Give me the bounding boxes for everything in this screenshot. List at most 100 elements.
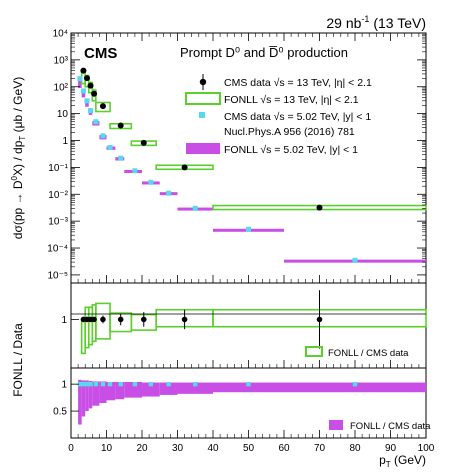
ratio-5tev-point [166,381,171,387]
ratio-13tev-y-tick-label: 1 [61,315,67,326]
ratio-13tev-point [140,316,147,323]
ratio-5tev-legend-label: FONLL / CMS data [350,421,431,432]
ratio-5tev-fonll-band [213,382,284,393]
cms-5tev-point [132,168,138,174]
ratio-5tev-legend-marker [329,420,343,430]
fonll-5tev-band [81,90,86,98]
ratio-13tev-point [91,316,97,323]
plot-title: Prompt D⁰ and D̅⁰ production [180,45,348,60]
legend-note-reference: Nucl.Phys.A 956 (2016) 781 [224,126,355,138]
x-tick-label: 40 [207,443,219,454]
x-tick-label: 20 [136,443,148,454]
x-tick-label: 10 [101,443,113,454]
ratio-5tev-data-points [77,381,358,387]
main-y-tick-label: 10² [54,82,69,93]
ratio-5tev-point [352,381,358,387]
cms-5tev-point [192,205,198,211]
cms-5tev-point [107,144,113,150]
ratio-5tev-fonll-band [284,382,426,393]
cms-13tev-point [83,75,90,82]
ratio-5tev-fonll-band [88,380,93,409]
x-axis: 0 10 20 30 40 50 60 70 80 90 100 [68,33,435,454]
luminosity-label: 29 nb-1 (13 TeV) [326,14,426,31]
ratio-5tev-fonll-band [78,379,82,425]
cms-5tev-point [352,257,358,263]
fonll-5tev-band [78,78,82,88]
cms-5tev-point [93,119,99,125]
legend-marker-cms-13tev [199,78,207,86]
ratio-13tev-point [181,316,188,323]
cms-13tev-points [80,67,323,211]
cms-5tev-point [166,190,172,196]
cms-5tev-point [100,133,106,139]
legend-marker-fonll-5tev [186,143,220,154]
ratio-5tev-point [193,381,198,387]
legend-label-fonll-13tev: FONLL √s = 13 TeV, |η| < 2.1 [224,94,359,106]
experiment-label: CMS [84,45,117,62]
legend-marker-cms-5tev [199,112,205,118]
ratio-13tev-data-points [80,290,323,349]
x-tick-label: 80 [349,443,361,454]
ratio-5tev-point [107,381,113,387]
ratio-5tev-fonll-band [85,380,89,412]
ratio-5tev-fonll-band [115,382,125,400]
ratio-5tev-point [246,381,251,387]
cms-13tev-point [316,204,323,211]
fonll-5tev-band [85,100,89,107]
main-y-tick-label: 10 [57,109,69,120]
ratio-13tev-point [316,316,323,323]
cms-13tev-point [91,90,98,97]
main-y-tick-label: 10⁻¹ [48,163,68,174]
ratio-13tev-legend-marker [305,346,323,357]
main-y-axis-label: dσ(pp → D0X) / dpT (μb / GeV) [10,77,27,239]
legend-marker-fonll-13tev [185,92,221,105]
ratio-5tev-point [118,381,123,387]
ratio-5tev-fonll-band [177,382,213,394]
cms-5tev-point [84,98,90,104]
ratio-13tev-fonll-boxes [80,302,427,355]
ratio-5tev-y-axis: 0.51 [53,380,79,418]
main-y-tick-label: 10⁻² [48,190,68,201]
ratio-y-axis-label: FONLL / Data [11,323,25,397]
ratio-5tev-point [93,381,99,387]
ratio-5tev-point [77,381,83,387]
ratio-5tev-fonll-band [92,381,100,406]
main-y-axis: 10⁻⁵ 10⁻⁴ 10⁻³ 10⁻² 10⁻¹ 1 10 10² 10³ 10⁴ [47,29,426,281]
cms-13tev-point [99,103,106,110]
cms-5tev-point [148,179,154,185]
ratio-5tev-fonll-band [159,382,178,395]
main-y-tick-label: 10³ [54,55,69,66]
cms-5tev-point [246,226,251,232]
main-y-tick-label: 10⁴ [53,29,68,40]
main-y-tick-label: 1 [62,136,68,147]
x-tick-label: 90 [385,443,397,454]
ratio-13tev-point [117,316,124,323]
legend-label-cms-5tev: CMS data √s = 5.02 TeV, |y| < 1 [224,111,371,123]
cms-5tev-point [88,108,94,114]
ratio-5tev-point [132,381,138,387]
ratio-5tev-fonll-band [142,382,160,397]
x-tick-label: 100 [418,443,435,454]
cms-5tev-point [118,155,124,161]
cms-13tev-point [181,164,188,171]
cms-13tev-point [117,122,124,129]
ratio-5tev-fonll-band [124,382,142,398]
cms-5tev-points [77,76,358,263]
ratio-5tev-fonll-band [106,382,116,401]
ratio-5tev-point [84,381,90,387]
x-axis-label: pT (GeV) [379,453,426,469]
main-y-tick-label: 10⁻³ [48,217,68,228]
x-tick-label: 30 [172,443,184,454]
ratio-5tev-fonll-band [81,380,86,417]
cms-13tev-point [87,82,94,89]
legend-label-fonll-5tev: FONLL √s = 5.02 TeV, |y| < 1 [224,144,358,156]
x-tick-label: 50 [243,443,255,454]
ratio-5tev-point [100,381,106,387]
ratio-5tev-point [81,381,86,387]
cms-5tev-point [80,88,86,94]
ratio-5tev-point [88,381,93,387]
ratio-13tev-y-axis: 1 [61,315,79,326]
main-y-tick-label: 10⁻⁵ [47,270,68,281]
ratio-5tev-y-tick-label: 1 [61,380,67,391]
